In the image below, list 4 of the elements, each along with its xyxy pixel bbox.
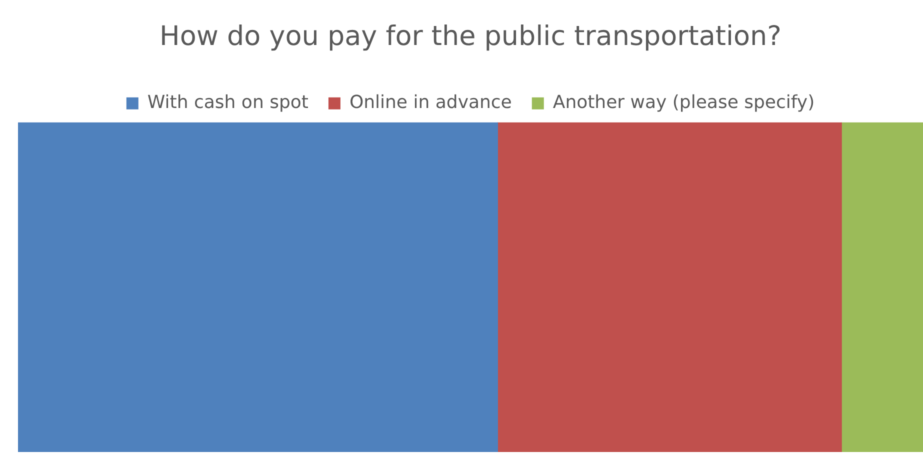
legend-label: With cash on spot <box>147 92 308 114</box>
legend-label: Online in advance <box>349 92 512 114</box>
legend-label: Another way (please specify) <box>552 92 815 114</box>
chart-title: How do you pay for the public transportation? <box>160 21 782 52</box>
